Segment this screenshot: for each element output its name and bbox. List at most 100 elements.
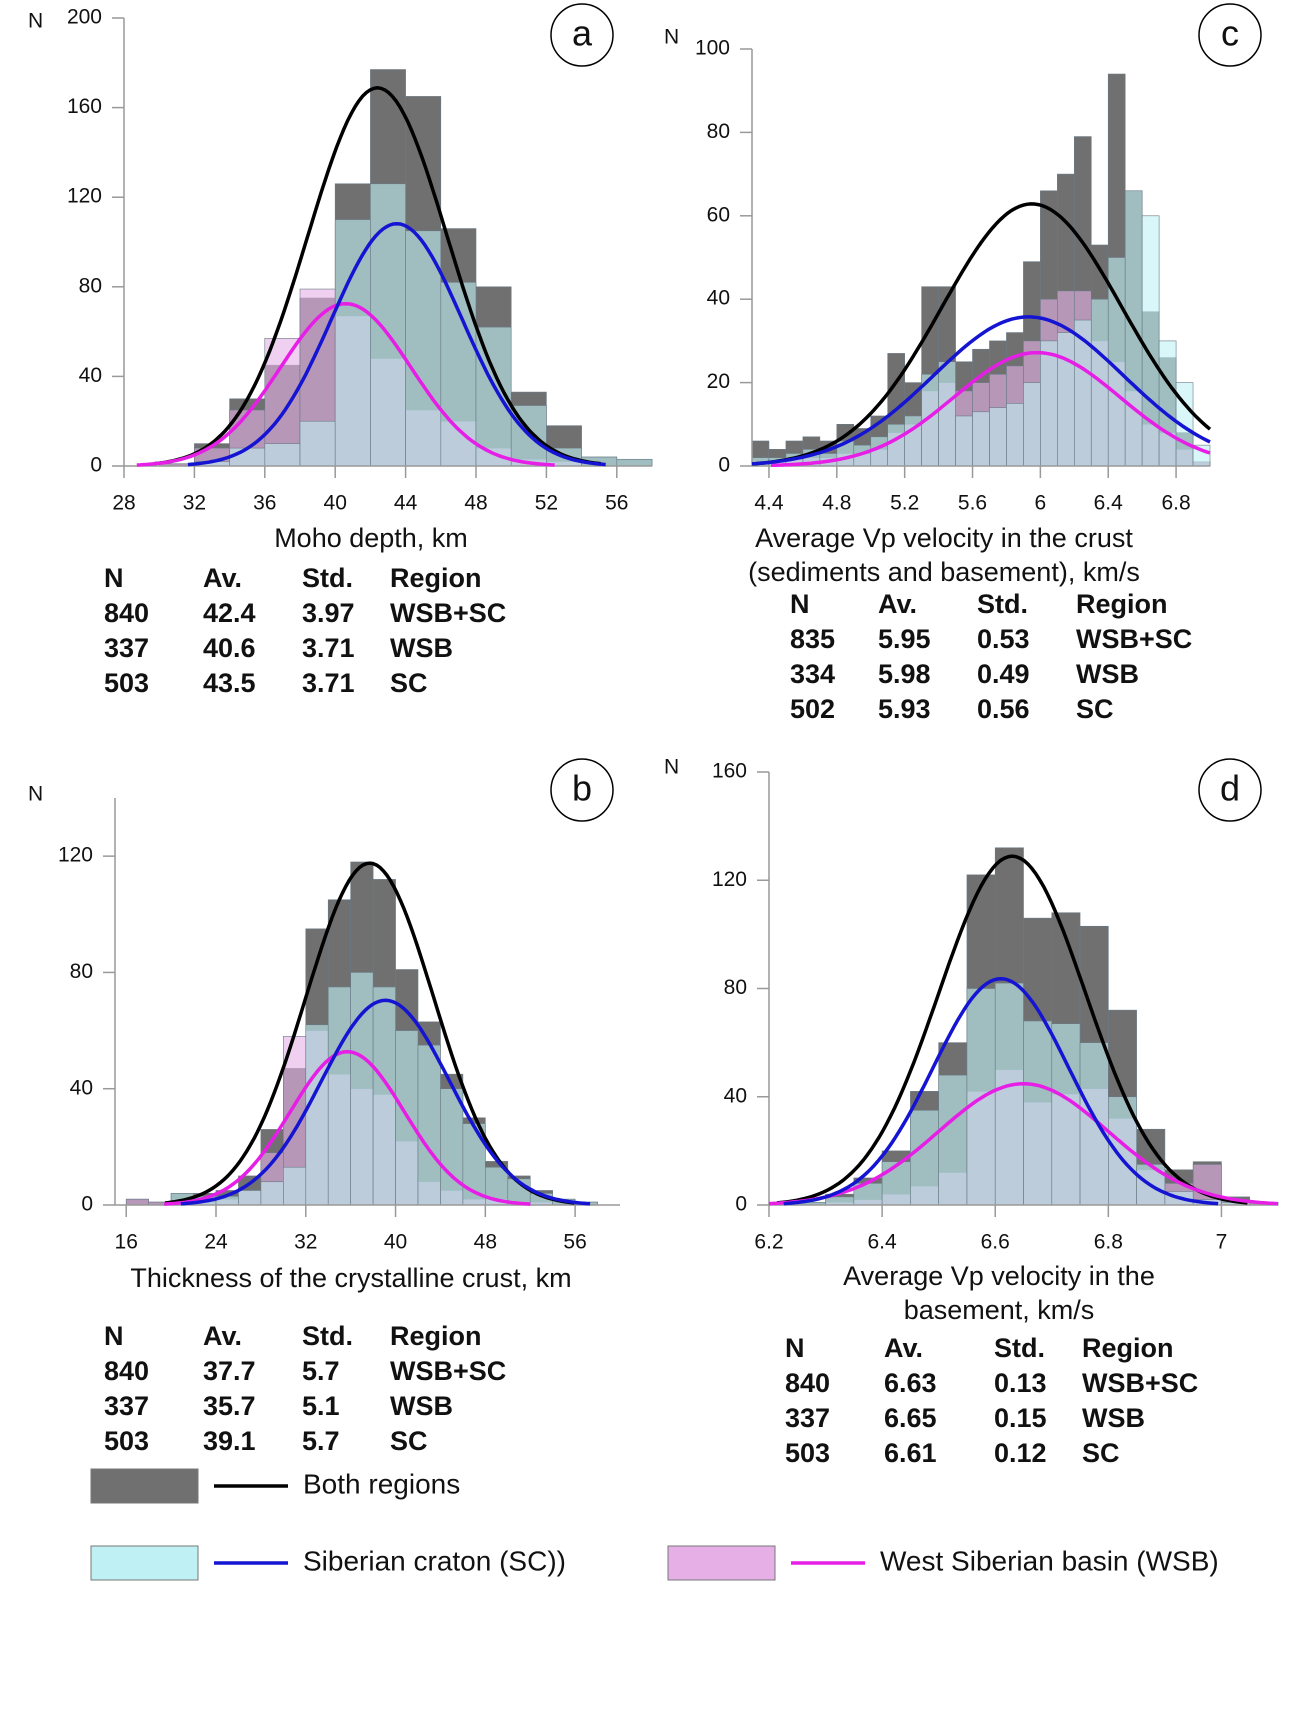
bar xyxy=(825,1196,855,1206)
bar xyxy=(125,1198,149,1206)
table-cell: WSB+SC xyxy=(1082,1368,1198,1398)
table-cell: 503 xyxy=(785,1438,830,1468)
table-cell: 0.15 xyxy=(994,1403,1047,1433)
table-cell: 503 xyxy=(104,668,149,698)
x-tick-label: 36 xyxy=(253,492,276,515)
bar xyxy=(881,1161,911,1206)
table-cell: 502 xyxy=(790,694,835,724)
bar xyxy=(938,1074,968,1206)
table-cell: 5.7 xyxy=(302,1356,340,1386)
bar xyxy=(327,986,351,1206)
table-header: N xyxy=(790,589,810,619)
panel-circle xyxy=(1198,3,1262,67)
bar xyxy=(417,1044,441,1206)
table-cell: 0.49 xyxy=(977,659,1030,689)
bar xyxy=(440,1088,464,1206)
y-axis-label: N xyxy=(28,783,43,806)
table-cell: WSB xyxy=(1076,659,1139,689)
y-tick-label: 0 xyxy=(718,454,730,477)
bar xyxy=(1023,382,1041,467)
x-axis-label: (sediments and basement), km/s xyxy=(748,557,1140,587)
y-tick-label: 40 xyxy=(707,287,730,310)
table-header: Std. xyxy=(302,563,353,593)
table-cell: WSB+SC xyxy=(390,1356,506,1386)
x-tick-label: 4.4 xyxy=(754,492,784,515)
table-cell: SC xyxy=(390,1426,428,1456)
table-cell: 3.97 xyxy=(302,598,355,628)
x-axis-label: Average Vp velocity in the xyxy=(843,1261,1155,1291)
bar xyxy=(260,1181,284,1206)
bar xyxy=(1158,340,1177,467)
fit-curve xyxy=(164,1049,531,1206)
fit-curve xyxy=(770,350,1211,468)
x-axis-label: basement, km/s xyxy=(904,1295,1095,1325)
table-cell: WSB+SC xyxy=(1076,624,1192,654)
table-cell: SC xyxy=(1076,694,1114,724)
table-header: N xyxy=(785,1333,805,1363)
table-cell: 0.56 xyxy=(977,694,1030,724)
bar xyxy=(616,458,653,467)
legend-label: West Siberian basin (WSB) xyxy=(880,1545,1219,1576)
table-header: Std. xyxy=(977,589,1028,619)
x-tick-label: 6.6 xyxy=(981,1231,1010,1254)
table-header: Region xyxy=(1082,1333,1174,1363)
x-tick-label: 6 xyxy=(1035,492,1047,515)
x-tick-label: 48 xyxy=(474,1231,497,1254)
y-tick-label: 80 xyxy=(707,120,730,143)
table-cell: 42.4 xyxy=(203,598,256,628)
bar xyxy=(1141,215,1160,467)
table-cell: 5.95 xyxy=(878,624,931,654)
legend-swatch xyxy=(667,1545,776,1581)
table-header: Av. xyxy=(884,1333,923,1363)
table-cell: 37.7 xyxy=(203,1356,256,1386)
bar xyxy=(938,361,956,467)
x-tick-label: 6.2 xyxy=(754,1231,783,1254)
bar xyxy=(972,411,990,467)
y-tick-label: 120 xyxy=(712,868,747,891)
table-cell: 840 xyxy=(104,1356,149,1386)
x-tick-label: 48 xyxy=(464,492,487,515)
fit-curve xyxy=(776,854,1248,1205)
legend-label: Siberian craton (SC)) xyxy=(303,1545,566,1576)
bar xyxy=(989,407,1007,467)
x-axis-label: Thickness of the crystalline crust, km xyxy=(130,1263,571,1293)
table-cell: SC xyxy=(390,668,428,698)
bar xyxy=(370,183,406,467)
table-cell: 3.71 xyxy=(302,668,355,698)
x-tick-label: 6.8 xyxy=(1094,1231,1123,1254)
table-header: N xyxy=(104,563,124,593)
table-header: Av. xyxy=(878,589,917,619)
table-cell: 5.98 xyxy=(878,659,931,689)
table-cell: 35.7 xyxy=(203,1391,256,1421)
y-tick-label: 120 xyxy=(58,844,93,867)
x-tick-label: 28 xyxy=(112,492,135,515)
x-axis-label: Moho depth, km xyxy=(274,523,468,553)
panel-label: a xyxy=(572,13,593,54)
table-cell: 0.12 xyxy=(994,1438,1047,1468)
y-tick-label: 200 xyxy=(67,6,102,29)
table-cell: 337 xyxy=(785,1403,830,1433)
table-cell: WSB+SC xyxy=(390,598,506,628)
table-cell: WSB xyxy=(390,633,453,663)
fit-curve xyxy=(180,998,591,1206)
bar xyxy=(299,420,336,467)
table-cell: 5.93 xyxy=(878,694,931,724)
table-cell: 334 xyxy=(790,659,835,689)
x-tick-label: 6.8 xyxy=(1161,492,1190,515)
y-tick-label: 80 xyxy=(79,274,102,297)
table-cell: WSB xyxy=(390,1391,453,1421)
x-tick-label: 56 xyxy=(563,1231,586,1254)
x-axis-label: Average Vp velocity in the crust xyxy=(755,523,1133,553)
bar xyxy=(264,443,301,467)
table-cell: 6.61 xyxy=(884,1438,937,1468)
bar xyxy=(229,447,266,467)
x-tick-label: 44 xyxy=(394,492,418,515)
bar xyxy=(372,986,396,1206)
table-cell: 43.5 xyxy=(203,668,256,698)
fit-curve xyxy=(136,301,555,467)
bar xyxy=(1023,1020,1053,1206)
legend-swatch xyxy=(90,1468,199,1504)
table-header: N xyxy=(104,1321,124,1351)
panel-circle xyxy=(550,758,614,822)
x-tick-label: 32 xyxy=(294,1231,317,1254)
